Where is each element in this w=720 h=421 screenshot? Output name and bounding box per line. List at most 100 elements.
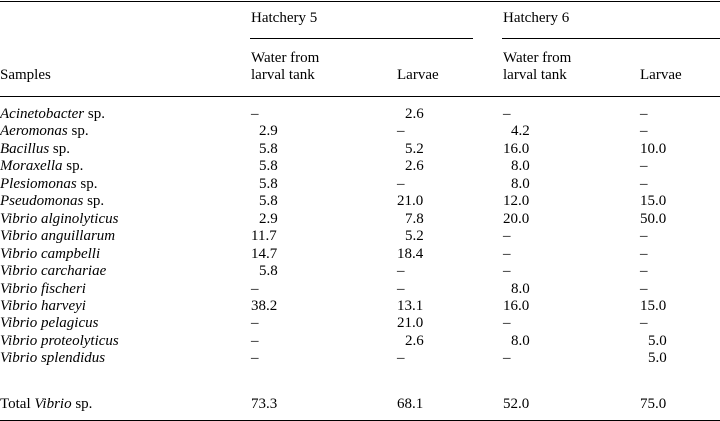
table-cell: 18.4 [397, 246, 424, 262]
h5-larvae-header: Larvae [397, 67, 439, 83]
table-cell: 5.8 [259, 193, 278, 209]
table-cell: – [251, 350, 259, 366]
row-label: Vibrio harveyi [0, 298, 86, 315]
table-cell: – [251, 315, 259, 331]
table-cell: 5.8 [259, 158, 278, 174]
h5-water-header-line2: larval tank [251, 67, 315, 83]
row-label: Vibrio campbelli [0, 246, 100, 263]
table-cell: 5.8 [259, 176, 278, 192]
group-header-hatchery-6: Hatchery 6 [503, 10, 570, 26]
row-label: Vibrio alginolyticus [0, 211, 118, 228]
table-cell: 50.0 [640, 211, 667, 227]
hatchery-5-rule [250, 38, 473, 39]
table-cell: – [640, 315, 648, 331]
table-cell: – [251, 333, 259, 349]
table-cell: 38.2 [251, 298, 278, 314]
species-name: Vibrio carchariae [0, 263, 107, 279]
row-label: Pseudomonas sp. [0, 193, 104, 210]
species-name: Vibrio splendidus [0, 350, 106, 366]
table-cell: – [640, 123, 648, 139]
table-cell: 2.6 [405, 106, 424, 122]
table-cell: – [640, 158, 648, 174]
table-cell: 12.0 [503, 193, 530, 209]
species-suffix: sp. [84, 106, 105, 122]
table-cell: – [251, 106, 259, 122]
table-cell: 5.2 [405, 141, 424, 157]
total-h6-water: 52.0 [503, 396, 530, 412]
species-name: Vibrio alginolyticus [0, 211, 119, 227]
row-label: Moraxella sp. [0, 158, 83, 175]
species-suffix: sp. [49, 141, 71, 157]
row-label: Bacillus sp. [0, 141, 70, 158]
table-cell: – [640, 176, 648, 192]
table-cell: – [640, 281, 648, 297]
species-name: Plesiomonas [0, 176, 77, 192]
table-cell: – [397, 350, 405, 366]
table-cell: – [397, 176, 405, 192]
row-label: Vibrio proteolyticus [0, 333, 119, 350]
table-cell: 2.9 [259, 123, 278, 139]
row-label: Aeromonas sp. [0, 123, 89, 140]
total-genus: Vibrio [34, 396, 72, 412]
table-cell: 16.0 [503, 298, 530, 314]
total-suffix: sp. [71, 396, 93, 412]
h6-larvae-header: Larvae [640, 67, 682, 83]
species-name: Vibrio pelagicus [0, 315, 99, 331]
header-bottom-rule [0, 96, 720, 97]
h6-water-header-line2: larval tank [503, 67, 567, 83]
row-label: Vibrio splendidus [0, 350, 105, 367]
table-cell: 7.8 [405, 211, 424, 227]
species-name: Pseudomonas [0, 193, 84, 209]
table-cell: – [640, 228, 648, 244]
table-cell: 15.0 [640, 193, 667, 209]
row-label: Acinetobacter sp. [0, 106, 105, 123]
table-cell: – [640, 246, 648, 262]
table-top-rule [0, 1, 720, 3]
total-h6-larvae: 75.0 [640, 396, 667, 412]
species-suffix: sp. [67, 123, 89, 139]
group-header-hatchery-5: Hatchery 5 [251, 10, 318, 26]
table-cell: – [251, 281, 259, 297]
species-name: Vibrio campbelli [0, 246, 101, 262]
table-cell: – [503, 263, 511, 279]
table-cell: 15.0 [640, 298, 667, 314]
table-cell: – [503, 106, 511, 122]
table-cell: – [397, 281, 405, 297]
hatchery-6-rule [502, 38, 720, 39]
table-cell: 21.0 [397, 193, 424, 209]
table-cell: 5.8 [259, 263, 278, 279]
table-cell: 8.0 [511, 333, 530, 349]
total-h5-water: 73.3 [251, 396, 278, 412]
species-name: Moraxella [0, 158, 63, 174]
row-header-samples: Samples [0, 67, 51, 83]
table-cell: – [640, 106, 648, 122]
table-cell: 21.0 [397, 315, 424, 331]
table-cell: – [397, 263, 405, 279]
species-name: Vibrio anguillarum [0, 228, 116, 244]
species-suffix: sp. [83, 193, 105, 209]
table-cell: 10.0 [640, 141, 667, 157]
table-cell: – [503, 315, 511, 331]
species-suffix: sp. [76, 176, 98, 192]
table-cell: 13.1 [397, 298, 424, 314]
table-cell: 5.8 [259, 141, 278, 157]
species-name: Acinetobacter [0, 106, 85, 122]
table-cell: – [503, 246, 511, 262]
row-label: Vibrio pelagicus [0, 315, 98, 332]
species-name: Aeromonas [0, 123, 68, 139]
total-h5-larvae: 68.1 [397, 396, 424, 412]
species-name: Vibrio harveyi [0, 298, 86, 314]
row-label: Vibrio fischeri [0, 281, 86, 298]
table-cell: 16.0 [503, 141, 530, 157]
table-cell: 14.7 [251, 246, 278, 262]
row-label: Plesiomonas sp. [0, 176, 98, 193]
row-label: Vibrio anguillarum [0, 228, 115, 245]
row-label: Vibrio carchariae [0, 263, 106, 280]
table-cell: – [397, 123, 405, 139]
table-cell: 2.6 [405, 158, 424, 174]
table-cell: 8.0 [511, 176, 530, 192]
table-cell: 5.0 [648, 350, 667, 366]
h5-water-header-line1: Water from [251, 50, 320, 66]
h6-water-header-line1: Water from [503, 50, 572, 66]
species-name: Vibrio proteolyticus [0, 333, 119, 349]
